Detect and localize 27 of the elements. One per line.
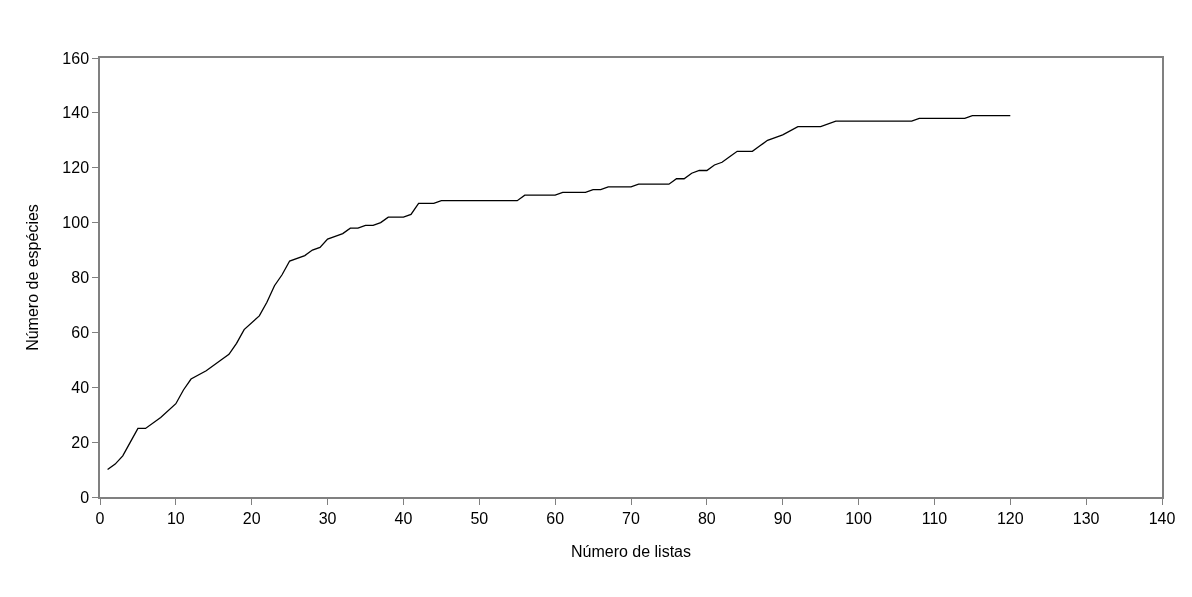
x-tick-label: 120 (996, 509, 1024, 527)
y-tick-label: 60 (71, 323, 90, 341)
x-tick-label: 130 (1072, 509, 1100, 527)
x-tick-label: 30 (318, 509, 337, 527)
line-series (106, 114, 1011, 471)
x-tick-label: 20 (242, 509, 261, 527)
x-tick-label: 40 (394, 509, 413, 527)
y-axis-title: Número de espécies (23, 204, 41, 351)
y-tick-label: 20 (71, 433, 90, 451)
x-tick-label: 70 (622, 509, 640, 527)
y-tick-label: 0 (80, 488, 90, 506)
x-axis-title: Número de listas (570, 543, 692, 561)
x-tick-label: 10 (166, 509, 185, 527)
y-tick-label: 80 (71, 269, 90, 287)
y-tick-label: 120 (62, 159, 90, 177)
x-tick-label: 80 (697, 509, 716, 527)
x-tick-label: 140 (1148, 509, 1176, 527)
y-tick-label: 40 (71, 378, 90, 396)
x-tick-label: 0 (95, 509, 105, 527)
y-tick-label: 140 (62, 104, 90, 122)
x-tick-label: 50 (470, 509, 489, 527)
x-tick-label: 110 (921, 509, 948, 527)
x-tick-label: 60 (546, 509, 565, 527)
x-tick-label: 90 (773, 509, 792, 527)
y-tick-label: 100 (62, 214, 90, 232)
y-tick-label: 160 (62, 49, 90, 67)
x-tick-label: 100 (845, 509, 873, 527)
